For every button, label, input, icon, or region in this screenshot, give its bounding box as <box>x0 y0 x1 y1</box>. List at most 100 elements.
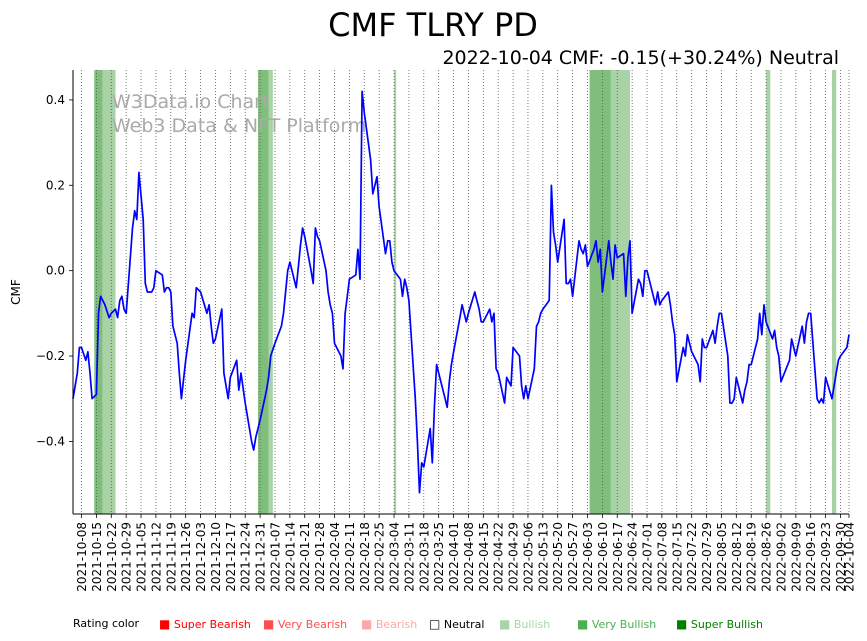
watermark-line-2: Web3 Data & NFT Platform <box>112 115 366 137</box>
x-tick-label: 2022-07-08 <box>655 522 669 592</box>
legend-swatch-icon: ■ <box>263 617 275 631</box>
x-tick-label: 2021-10-15 <box>90 522 104 592</box>
band-bullish <box>831 70 837 514</box>
x-tick-label: 2022-06-10 <box>596 522 610 592</box>
x-tick-label: 2022-02-11 <box>343 522 357 592</box>
band-very-bullish <box>589 70 611 514</box>
x-tick-label: 2022-02-18 <box>358 522 372 592</box>
legend-item-very-bullish: ■ Very Bullish <box>577 617 656 631</box>
y-tick-label: 0.4 <box>46 93 65 107</box>
x-tick-label: 2022-08-26 <box>760 522 774 592</box>
x-tick-label: 2022-06-17 <box>611 522 625 592</box>
x-tick-label: 2021-10-22 <box>105 522 119 592</box>
x-tick-label: 2022-01-14 <box>283 522 297 592</box>
x-tick-label: 2022-08-05 <box>715 522 729 592</box>
watermark-line-1: W3Data.io Chart <box>112 91 269 113</box>
legend-label: Very Bullish <box>591 618 657 631</box>
rating-bands <box>94 70 837 514</box>
legend-item-very-bearish: ■ Very Bearish <box>263 617 347 631</box>
x-tick-label: 2022-07-15 <box>670 522 684 592</box>
x-tick-label: 2022-04-22 <box>492 522 506 592</box>
x-tick-label: 2022-05-06 <box>521 522 535 592</box>
x-tick-label: 2021-12-31 <box>254 522 268 592</box>
watermark: W3Data.io Chart Web3 Data & NFT Platform <box>112 91 366 137</box>
legend-item-neutral: □ Neutral <box>429 617 484 631</box>
band-bullish <box>766 70 771 514</box>
legend-item-bullish: ■ Bullish <box>499 617 550 631</box>
x-tick-label: 2022-09-30 <box>834 522 848 592</box>
x-tick-label: 2022-09-23 <box>819 522 833 592</box>
x-tick-label: 2022-02-04 <box>328 522 342 592</box>
x-tick-label: 2022-08-19 <box>745 522 759 592</box>
x-tick-label: 2022-05-20 <box>551 522 565 592</box>
x-tick-label: 2022-04-29 <box>507 522 521 592</box>
series-layer <box>72 90 850 494</box>
x-tick-label: 2021-10-29 <box>120 522 134 592</box>
band-bullish <box>610 70 631 514</box>
band-very-bullish <box>257 70 269 514</box>
x-tick-label: 2021-12-17 <box>224 522 238 592</box>
x-tick-label: 2021-11-19 <box>164 522 178 592</box>
y-tick-label: 0.2 <box>46 178 65 192</box>
legend-item-super-bullish: ■ Super Bullish <box>676 617 763 631</box>
x-tick-label: 2022-05-27 <box>566 522 580 592</box>
x-tick-label: 2021-12-03 <box>194 522 208 592</box>
x-tick-label: 2022-09-16 <box>804 522 818 592</box>
x-tick-label: 2022-09-09 <box>789 522 803 592</box>
legend-item-bearish: ■ Bearish <box>361 617 417 631</box>
band-bullish <box>394 70 397 514</box>
legend-title: Rating color <box>73 617 140 630</box>
band-bullish <box>102 70 116 514</box>
x-tick-label: 2022-10-04 <box>843 522 857 592</box>
legend-swatch-icon: □ <box>429 617 441 631</box>
x-tick-label: 2022-08-12 <box>730 522 744 592</box>
y-tick-label: −0.2 <box>36 349 65 363</box>
band-very-bullish <box>94 70 103 514</box>
y-tick-label: 0.0 <box>46 264 65 278</box>
legend-swatch-icon: ■ <box>159 617 171 631</box>
band-bullish <box>268 70 273 514</box>
legend-swatch-icon: ■ <box>676 617 688 631</box>
x-tick-label: 2021-11-26 <box>179 522 193 592</box>
x-tick-label: 2022-04-08 <box>462 522 476 592</box>
legend-label: Bullish <box>513 618 551 631</box>
x-tick-label: 2022-03-18 <box>417 522 431 592</box>
x-tick-label: 2022-01-28 <box>313 522 327 592</box>
x-tick-label: 2022-03-11 <box>402 522 416 592</box>
x-tick-label: 2022-04-01 <box>447 522 461 592</box>
legend-label: Very Bearish <box>277 618 348 631</box>
x-tick-label: 2021-11-05 <box>135 522 149 592</box>
y-tick-label: −0.4 <box>36 434 65 448</box>
x-tick-label: 2022-06-24 <box>626 522 640 592</box>
legend-swatch-icon: ■ <box>499 617 511 631</box>
legend-label: Neutral <box>443 618 485 631</box>
legend-item-super-bearish: ■ Super Bearish <box>159 617 251 631</box>
x-tick-label: 2022-07-29 <box>700 522 714 592</box>
x-tick-label: 2022-01-07 <box>268 522 282 592</box>
x-tick-label: 2022-02-25 <box>373 522 387 592</box>
x-tick-label: 2021-12-24 <box>239 522 253 592</box>
axes: 2021-10-08 2021-10-15 2021-10-22 2021-10-29… <box>36 70 857 592</box>
x-tick-label: 2022-05-13 <box>536 522 550 592</box>
y-axis-label: CMF <box>9 279 23 305</box>
x-tick-label: 2021-10-08 <box>75 522 89 592</box>
chart-title: CMF TLRY PD <box>328 6 538 44</box>
x-tick-label: 2021-12-10 <box>209 522 223 592</box>
x-tick-label: 2022-03-04 <box>388 522 402 592</box>
x-tick-label: 2022-07-22 <box>685 522 699 592</box>
x-tick-label: 2022-06-03 <box>581 522 595 592</box>
legend-label: Super Bullish <box>690 618 763 631</box>
legend-label: Bearish <box>375 618 418 631</box>
legend-swatch-icon: ■ <box>577 617 589 631</box>
x-tick-label: 2022-04-15 <box>477 522 491 592</box>
x-tick-label: 2022-03-25 <box>432 522 446 592</box>
cmf-series-line <box>72 90 850 494</box>
chart-subtitle: 2022-10-04 CMF: -0.15(+30.24%) Neutral <box>442 47 839 69</box>
legend-label: Super Bearish <box>173 618 251 631</box>
x-tick-label: 2022-09-02 <box>774 522 788 592</box>
legend-swatch-icon: ■ <box>361 617 373 631</box>
x-tick-label: 2022-01-21 <box>298 522 312 592</box>
x-tick-label: 2021-11-12 <box>149 522 163 592</box>
x-tick-label: 2022-07-01 <box>641 522 655 592</box>
